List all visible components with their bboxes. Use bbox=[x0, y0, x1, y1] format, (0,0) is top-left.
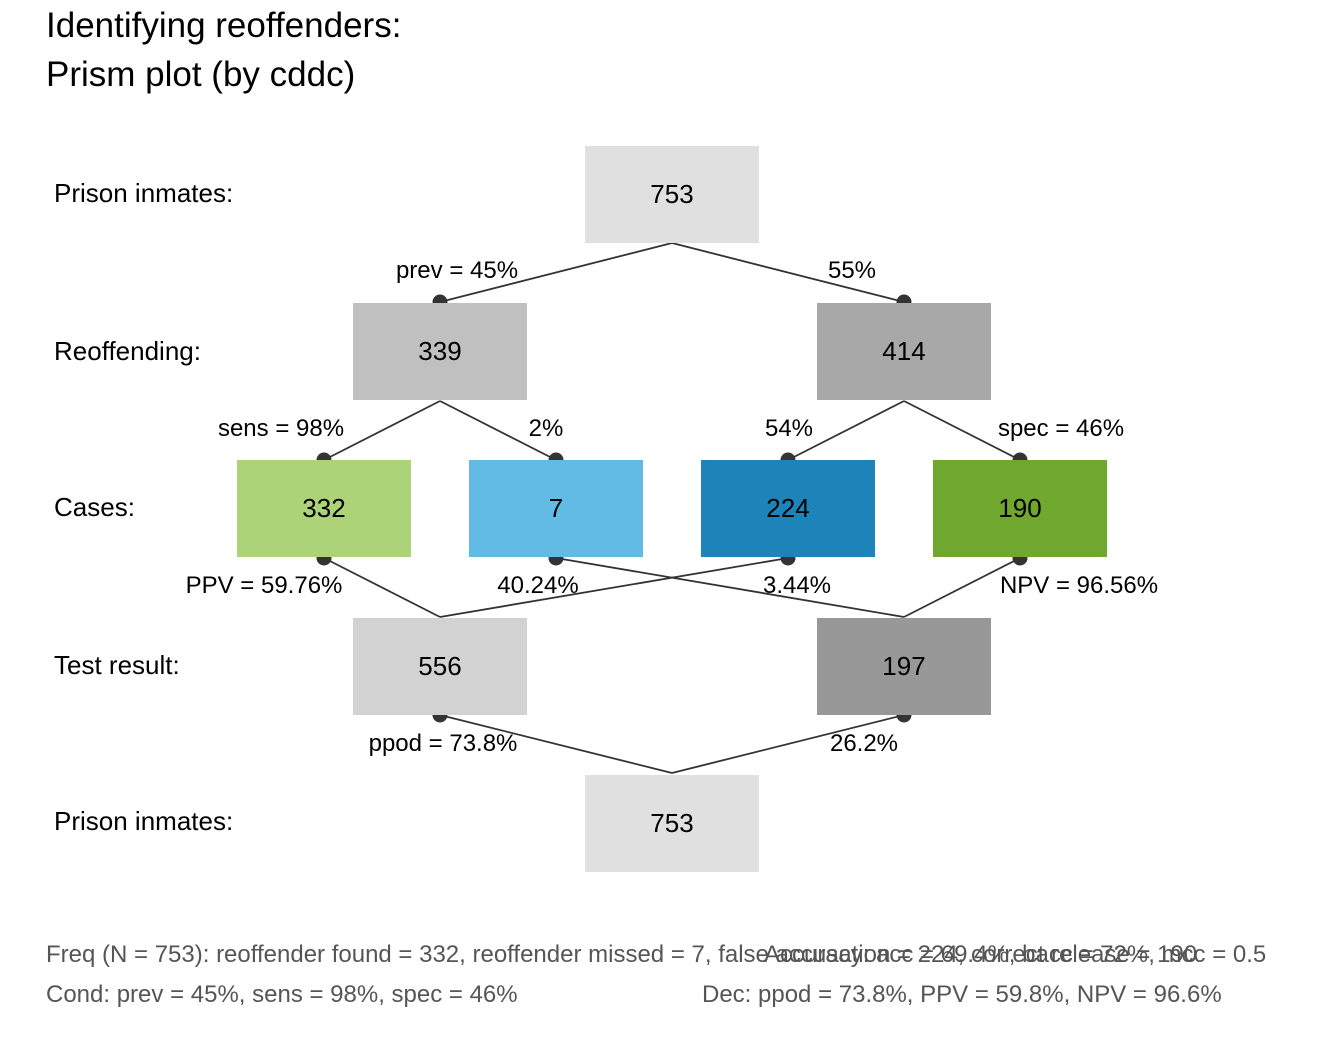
plot-title-line-1: Identifying reoffenders: bbox=[46, 6, 402, 45]
box-value: 414 bbox=[882, 336, 926, 366]
edge-top-to-cond-true bbox=[439, 242, 673, 303]
edge-cond-false-to-cr bbox=[903, 400, 1021, 461]
plot-title-line-2: Prism plot (by cddc) bbox=[46, 55, 356, 94]
edge-label-prev: prev = 45% bbox=[395, 257, 519, 284]
box-decision-positive: 556 bbox=[353, 618, 527, 715]
edge-dec-pos-to-bottom bbox=[439, 714, 673, 774]
footer-freq: Freq (N = 753): reoffender found = 332, … bbox=[46, 941, 1198, 968]
edge-label-spec: spec = 46% bbox=[997, 415, 1125, 442]
edge-label-miss-rate: 2% bbox=[528, 415, 564, 442]
box-population-bottom: 753 bbox=[585, 775, 759, 872]
edge-label-false-alarm-rate: 54% bbox=[764, 415, 814, 442]
edge-cond-true-to-mi bbox=[439, 400, 557, 461]
box-miss: 7 bbox=[469, 460, 643, 557]
edge-cond-true-to-hi bbox=[323, 400, 441, 461]
edge-label-npv: NPV = 96.56% bbox=[999, 572, 1159, 599]
footer-decision: Dec: ppod = 73.8%, PPV = 59.8%, NPV = 96… bbox=[702, 981, 1222, 1008]
box-false-alarm: 224 bbox=[701, 460, 875, 557]
edge-cond-false-to-fa bbox=[787, 400, 905, 461]
box-value: 197 bbox=[882, 651, 926, 681]
edge-mi-to-dec-neg bbox=[555, 557, 905, 618]
box-value: 7 bbox=[548, 493, 564, 523]
box-value: 556 bbox=[418, 651, 462, 681]
edge-label-not-ppod: 26.2% bbox=[829, 730, 899, 757]
row-label-decision: Test result: bbox=[54, 650, 180, 680]
box-value: 753 bbox=[650, 179, 694, 209]
box-value: 224 bbox=[766, 493, 810, 523]
row-label-population-bottom: Prison inmates: bbox=[54, 806, 234, 836]
row-label-population-top: Prison inmates: bbox=[54, 178, 234, 208]
box-value: 332 bbox=[302, 493, 346, 523]
edge-label-for: 3.44% bbox=[762, 572, 832, 599]
row-label-condition: Reoffending: bbox=[54, 336, 201, 366]
box-decision-negative: 197 bbox=[817, 618, 991, 715]
box-value: 339 bbox=[418, 336, 462, 366]
box-correct-rejection: 190 bbox=[933, 460, 1107, 557]
edge-dec-neg-to-bottom bbox=[671, 714, 905, 774]
box-value: 190 bbox=[998, 493, 1042, 523]
box-condition-false: 414 bbox=[817, 303, 991, 400]
edge-top-to-cond-false bbox=[671, 242, 905, 303]
edge-label-ppod: ppod = 73.8% bbox=[368, 730, 518, 757]
row-label-cases: Cases: bbox=[54, 492, 135, 522]
edge-label-not-prev: 55% bbox=[827, 257, 877, 284]
box-hit: 332 bbox=[237, 460, 411, 557]
edge-cr-to-dec-neg bbox=[903, 557, 1021, 618]
box-condition-true: 339 bbox=[353, 303, 527, 400]
edge-label-sens: sens = 98% bbox=[217, 415, 345, 442]
edge-hi-to-dec-pos bbox=[323, 557, 441, 618]
edge-label-ppv: PPV = 59.76% bbox=[185, 572, 343, 599]
footer-condition: Cond: prev = 45%, sens = 98%, spec = 46% bbox=[46, 981, 518, 1008]
box-population-top: 753 bbox=[585, 146, 759, 243]
edge-label-fdr: 40.24% bbox=[497, 572, 579, 599]
box-value: 753 bbox=[650, 808, 694, 838]
edge-fa-to-dec-pos bbox=[439, 557, 789, 618]
footer-accuracy: Accuracy: acc = 69.4%, bacc = 72%, mcc =… bbox=[764, 941, 1267, 968]
